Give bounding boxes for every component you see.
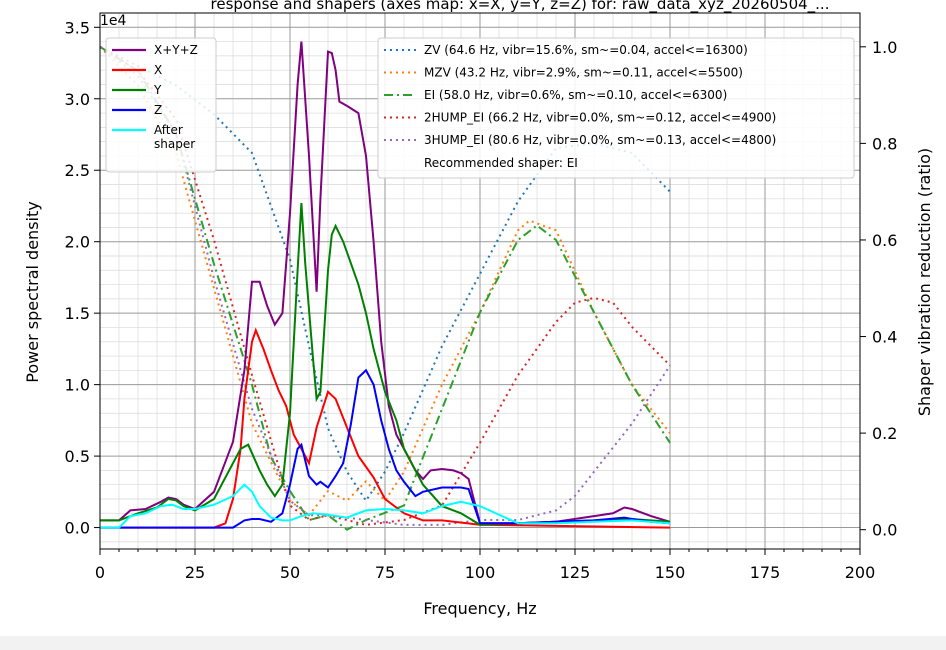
x-tick-label: 50 <box>280 563 300 582</box>
y-axis-label: Power spectral density <box>23 201 42 382</box>
y2-tick-label: 0.8 <box>872 134 897 153</box>
x-tick-label: 75 <box>375 563 395 582</box>
legend-shaper-label: EI (58.0 Hz, vibr=0.6%, sm~=0.10, accel<… <box>424 88 727 102</box>
y-tick-label: 3.5 <box>65 18 90 37</box>
y-tick-label: 1.5 <box>65 304 90 323</box>
psd-series-0 <box>100 41 671 525</box>
x-tick-label: 125 <box>560 563 591 582</box>
legend-psd-box <box>105 37 217 173</box>
legend-shaper-label: MZV (43.2 Hz, vibr=2.9%, sm~=0.11, accel… <box>424 66 743 80</box>
legend-shapers-box <box>377 37 855 179</box>
y2-tick-label: 0.2 <box>872 424 897 443</box>
legend-shaper-label: 2HUMP_EI (66.2 Hz, vibr=0.0%, sm~=0.12, … <box>424 111 776 125</box>
recommended-shaper-text: Recommended shaper: EI <box>424 156 578 170</box>
shaper-series-4 <box>99 46 671 526</box>
legend-psd-label: After <box>154 123 183 137</box>
psd-series-3 <box>100 368 671 529</box>
legend-psd-label: shaper <box>154 137 195 151</box>
ticks-layer: 0 25 50 75 100 125 150 175 200 0.0 0.5 1.0 1.5 2.0 2.5… <box>65 18 898 582</box>
legend-psd-label: X <box>154 63 162 77</box>
y-offset-label: 1e4 <box>100 13 127 29</box>
psd-series-4 <box>100 483 671 529</box>
y-tick-label: 0.5 <box>65 447 90 466</box>
x-tick-label: 150 <box>655 563 686 582</box>
y2-tick-label: 0.4 <box>872 328 897 347</box>
shaper-series-3 <box>99 45 671 526</box>
y-tick-label: 2.0 <box>65 233 90 252</box>
y-tick-label: 2.5 <box>65 161 90 180</box>
x-tick-label: 200 <box>845 563 876 582</box>
x-tick-label: 0 <box>95 563 105 582</box>
chart-title: response and shapers (axes map: x=X, y=Y… <box>211 0 830 14</box>
x-tick-label: 25 <box>185 563 205 582</box>
x-tick-label: 100 <box>465 563 496 582</box>
legend-psd-label: X+Y+Z <box>154 43 198 57</box>
psd-series-1 <box>100 327 671 529</box>
y2-axis-label: Shaper vibration reduction (ratio) <box>915 148 934 416</box>
x-axis-label: Frequency, Hz <box>423 599 536 618</box>
bottom-bar <box>0 636 946 650</box>
shaper-series-1 <box>99 46 671 517</box>
y2-tick-label: 0.6 <box>872 231 897 250</box>
y-tick-label: 3.0 <box>65 90 90 109</box>
shaper-series-2 <box>99 45 671 531</box>
y2-tick-label: 1.0 <box>872 38 897 57</box>
y-tick-label: 0.0 <box>65 519 90 538</box>
y2-tick-label: 0.0 <box>872 521 897 540</box>
y-tick-label: 1.0 <box>65 376 90 395</box>
legend-psd-label: Y <box>153 83 162 97</box>
legend-shaper-label: 3HUMP_EI (80.6 Hz, vibr=0.0%, sm~=0.13, … <box>424 133 776 147</box>
legend-psd-label: Z <box>154 103 162 117</box>
legend-shapers: Recommended shaper: EI ZV (64.6 Hz, vibr… <box>377 37 855 179</box>
legend-shaper-label: ZV (64.6 Hz, vibr=15.6%, sm~=0.04, accel… <box>424 43 748 57</box>
x-tick-label: 175 <box>750 563 781 582</box>
